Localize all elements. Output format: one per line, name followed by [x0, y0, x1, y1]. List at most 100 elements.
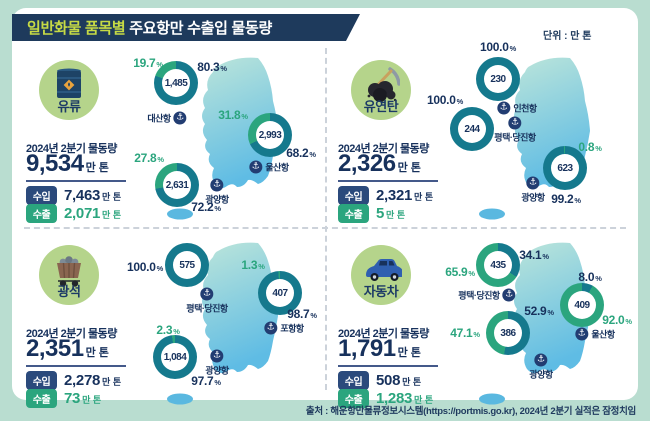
import-badge: 수입 — [26, 371, 57, 390]
port-label: ⚓ 포항항 — [264, 321, 304, 335]
panel-oil: 유류 2024년 2분기 물동량 9,534 만 톤 수입 7,463 만 톤 수출… — [15, 44, 326, 227]
period-label: 2024년 2분기 물동량 — [338, 328, 429, 340]
import-pct-label: 52.9% — [524, 304, 554, 318]
import-pct-label: 98.7% — [287, 307, 317, 321]
korea-map — [167, 57, 278, 220]
source-note: 출처 : 해운항만물류정보시스템(https://portmis.go.kr),… — [305, 406, 636, 417]
port-label: ⚓ 평택·당진항 — [494, 116, 536, 143]
panel-car: 자동차 2024년 2분기 물동량 1,791 만 톤 수입 508 만 톤 수출 … — [327, 229, 638, 412]
export-badge: 수출 — [338, 389, 369, 408]
import-value: 2,278 만 톤 — [64, 371, 122, 389]
import-pct-label: 99.2% — [551, 192, 581, 206]
port-donut: 623 — [543, 146, 587, 190]
export-pct-label: 0.8% — [578, 140, 602, 154]
port-label: ⚓ 평택·당진항 — [186, 287, 228, 314]
import-row: 수입 7,463 만 톤 — [26, 186, 121, 205]
commodity-label: 자동차 — [363, 284, 399, 299]
anchor-icon: ⚓ — [497, 101, 511, 115]
korea-map — [167, 242, 278, 405]
period-label: 2024년 2분기 물동량 — [26, 328, 117, 340]
stats-divider — [26, 365, 126, 367]
port-label: ⚓ 울산항 — [249, 160, 289, 174]
stats-divider — [338, 365, 438, 367]
import-pct-label: 97.7% — [191, 374, 221, 388]
import-badge: 수입 — [26, 186, 57, 205]
commodity-circle: 유류 — [39, 60, 99, 120]
import-pct-label: 68.2% — [286, 146, 316, 160]
import-pct-label: 72.2% — [191, 200, 221, 214]
anchor-icon: ⚓ — [502, 288, 516, 302]
port-label: ⚓ 울산항 — [575, 327, 615, 341]
export-value: 1,283 만 톤 — [376, 389, 434, 407]
commodity-label: 유류 — [57, 99, 81, 114]
export-value: 2,071 만 톤 — [64, 204, 122, 222]
export-row: 수출 73 만 톤 — [26, 389, 101, 408]
port-donut: 575 — [165, 243, 209, 287]
port-label: ⚓ 인천항 — [497, 101, 537, 115]
port-donut: 2,993 — [248, 113, 292, 157]
export-row: 수출 2,071 만 톤 — [26, 204, 121, 223]
commodity-circle: 자동차 — [351, 245, 411, 305]
title-highlight: 일반화물 품목별 — [27, 20, 126, 37]
port-label: ⚓ 광양항 — [205, 349, 229, 376]
port-donut: 407 — [258, 271, 302, 315]
port-donut: 435 — [476, 243, 520, 287]
port-donut: 409 — [560, 283, 604, 327]
total-volume: 2,326 만 톤 — [338, 150, 421, 177]
export-value: 73 만 톤 — [64, 389, 102, 407]
anchor-icon: ⚓ — [210, 349, 224, 363]
export-pct-label: 19.7% — [133, 56, 163, 70]
horizontal-divider — [24, 227, 626, 229]
title-banner: 일반화물 품목별 주요항만 수출입 물동량 — [12, 14, 360, 41]
port-label: ⚓ 광양항 — [521, 176, 545, 203]
export-pct-label: 47.1% — [450, 326, 480, 340]
import-pct-label: 80.3% — [197, 60, 227, 74]
import-pct-label: 100.0% — [427, 93, 463, 107]
port-label: ⚓ 광양항 — [205, 178, 229, 205]
import-value: 2,321 만 톤 — [376, 186, 434, 204]
export-badge: 수출 — [26, 389, 57, 408]
port-donut: 1,485 — [154, 61, 198, 105]
total-volume: 9,534 만 톤 — [26, 150, 109, 177]
import-row: 수입 2,278 만 톤 — [26, 371, 121, 390]
export-badge: 수출 — [338, 204, 369, 223]
export-pct-label: 2.3% — [156, 323, 180, 337]
port-donut: 230 — [476, 57, 520, 101]
import-pct-label: 34.1% — [519, 248, 549, 262]
port-donut: 386 — [486, 311, 530, 355]
export-pct-label: 31.8% — [218, 108, 248, 122]
port-donut: 244 — [450, 107, 494, 151]
panel-coal: 유연탄 2024년 2분기 물동량 2,326 만 톤 수입 2,321 만 톤 수… — [327, 40, 638, 227]
page-title: 주요항만 수출입 물동량 — [125, 20, 272, 37]
anchor-icon: ⚓ — [210, 178, 224, 192]
commodity-circle: 광석 — [39, 245, 99, 305]
import-badge: 수입 — [338, 371, 369, 390]
mine-cart-icon — [57, 256, 81, 287]
anchor-icon: ⚓ — [575, 327, 589, 341]
export-pct-label: 65.9% — [445, 265, 475, 279]
period-label: 2024년 2분기 물동량 — [338, 143, 429, 155]
import-value: 7,463 만 톤 — [64, 186, 122, 204]
import-value: 508 만 톤 — [376, 371, 422, 389]
car-icon — [366, 259, 402, 281]
coal-pickaxe-icon — [367, 67, 400, 102]
stats-divider — [26, 180, 126, 182]
stats-divider — [338, 180, 438, 182]
total-volume: 1,791 만 톤 — [338, 335, 421, 362]
import-badge: 수입 — [338, 186, 369, 205]
total-volume: 2,351 만 톤 — [26, 335, 109, 362]
anchor-icon: ⚓ — [508, 116, 522, 130]
anchor-icon: ⚓ — [249, 160, 263, 174]
port-donut: 1,084 — [153, 335, 197, 379]
export-badge: 수출 — [26, 204, 57, 223]
port-label: 대산항 ⚓ — [147, 111, 187, 125]
export-pct-label: 92.0% — [602, 313, 632, 327]
import-row: 수입 2,321 만 톤 — [338, 186, 433, 205]
period-label: 2024년 2분기 물동량 — [26, 143, 117, 155]
unit-note: 단위 : 만 톤 — [543, 31, 592, 42]
commodity-label: 광석 — [57, 284, 81, 299]
anchor-icon: ⚓ — [534, 353, 548, 367]
